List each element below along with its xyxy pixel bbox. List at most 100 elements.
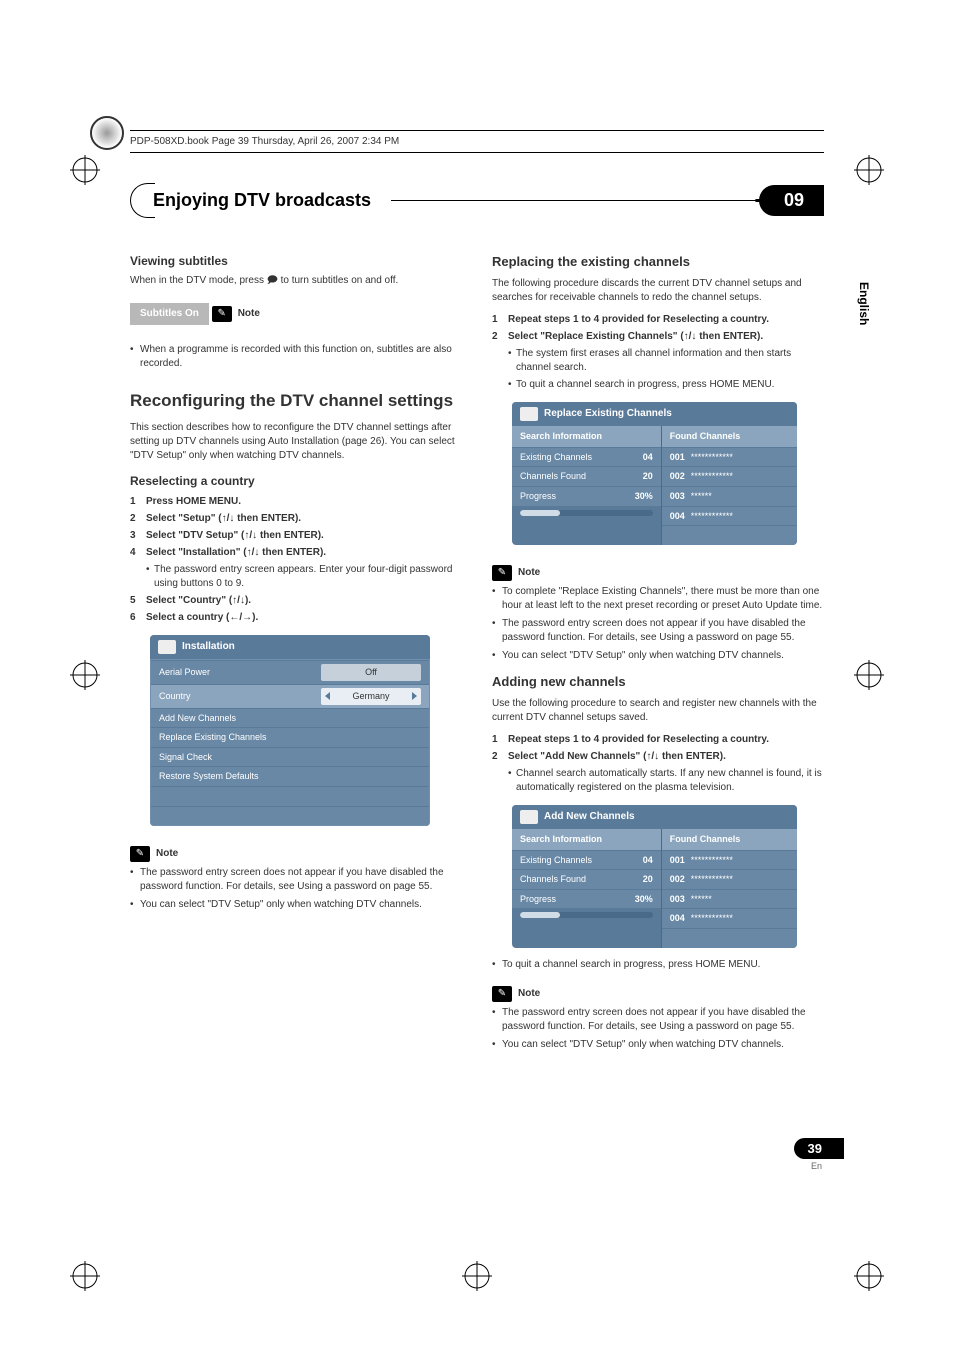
ch-num: 003: [670, 490, 685, 503]
scan-row-progress: Progress30%: [512, 889, 661, 909]
step-6: 6Select a country (←/→).: [130, 611, 462, 625]
step-r2a: The system first erases all channel info…: [492, 347, 824, 375]
chapter-bar: Enjoying DTV broadcasts 09: [130, 183, 824, 218]
ch-name: ******: [691, 490, 712, 503]
note-bullet: You can select "DTV Setup" only when wat…: [492, 1038, 824, 1052]
note-bullet: The password entry screen does not appea…: [492, 1006, 824, 1034]
ch-num: 002: [670, 873, 685, 886]
note-bullet: You can select "DTV Setup" only when wat…: [492, 649, 824, 663]
step-r2: 2Select "Replace Existing Channels" (↑/↓…: [492, 330, 824, 344]
channel-row-empty: [662, 928, 797, 948]
note-bullet: When a programme is recorded with this f…: [130, 343, 462, 371]
scan-row-found: Channels Found20: [512, 869, 661, 889]
header-meta: PDP-508XD.book Page 39 Thursday, April 2…: [130, 130, 824, 153]
step-4-sub: The password entry screen appears. Enter…: [130, 563, 462, 591]
note-label: Note: [156, 847, 178, 861]
channel-row-empty: [662, 525, 797, 545]
step-2: 2Select "Setup" (↑/↓ then ENTER).: [130, 512, 462, 526]
note-bullet: The password entry screen does not appea…: [492, 617, 824, 645]
note-icon: ✎: [130, 846, 150, 862]
note-block: ✎ Note: [130, 846, 178, 862]
note-bullet: To complete "Replace Existing Channels",…: [492, 585, 824, 613]
heading-reconfiguring: Reconfiguring the DTV channel settings: [130, 389, 462, 413]
scan-header-left: Search Information: [512, 829, 661, 850]
left-column: Viewing subtitles When in the DTV mode, …: [130, 253, 462, 1056]
scan-header-right: Found Channels: [662, 426, 797, 447]
tv-icon: [158, 640, 176, 654]
tv-icon: [520, 810, 538, 824]
channel-row: 003******: [662, 889, 797, 909]
channel-row: 004************: [662, 908, 797, 928]
step-4: 4Select "Installation" (↑/↓ then ENTER).: [130, 546, 462, 560]
scan-row-found: Channels Found20: [512, 466, 661, 486]
scan-val: 30%: [635, 893, 653, 906]
ch-num: 002: [670, 470, 685, 483]
step-text: Select "Add New Channels" (↑/↓ then ENTE…: [508, 751, 726, 762]
menu-row-empty: [151, 786, 429, 806]
scan-right: Found Channels 001************ 002 ******…: [661, 829, 797, 948]
scan-columns: Search Information Existing Channels04 C…: [512, 829, 797, 948]
menu-row-empty: [151, 806, 429, 826]
replace-channels-box: Replace Existing Channels Search Informa…: [512, 402, 797, 545]
step-3-text: Select "DTV Setup" (↑/↓ then ENTER).: [146, 530, 324, 541]
heading-replacing: Replacing the existing channels: [492, 253, 824, 271]
triangle-left-icon: [325, 692, 330, 700]
scan-val: 20: [643, 470, 653, 483]
chapter-line: [391, 200, 767, 201]
crop-mark-icon: [70, 1261, 100, 1291]
triangle-right-icon: [412, 692, 417, 700]
step-text: Repeat steps 1 to 4 provided for Reselec…: [508, 314, 769, 325]
ch-num: 004: [670, 912, 685, 925]
menu-label: Replace Existing Channels: [159, 731, 421, 744]
menu-row-replace: Replace Existing Channels: [151, 727, 429, 747]
step-4-text: Select "Installation" (↑/↓ then ENTER).: [146, 547, 326, 558]
menu-row-aerial: Aerial Power Off: [151, 660, 429, 684]
scan-key: Progress: [520, 490, 635, 503]
page: PDP-508XD.book Page 39 Thursday, April 2…: [0, 0, 954, 1116]
right-column: Replacing the existing channels The foll…: [492, 253, 824, 1056]
progress-bar: [520, 510, 653, 516]
channel-row: 003 ******: [662, 486, 797, 506]
crop-mark-icon: [70, 660, 100, 690]
channel-row: 001************: [662, 447, 797, 467]
ch-name: ******: [691, 893, 712, 906]
crop-mark-icon: [70, 155, 100, 185]
scan-header-left: Search Information: [512, 426, 661, 447]
add-channels-box: Add New Channels Search Information Exis…: [512, 805, 797, 948]
step-text: Repeat steps 1 to 4 provided for Reselec…: [508, 734, 769, 745]
step-text: Select "Replace Existing Channels" (↑/↓ …: [508, 331, 763, 342]
scan-header-right: Found Channels: [662, 829, 797, 850]
page-number: 39 En: [794, 1138, 844, 1171]
scan-val: 04: [643, 451, 653, 464]
menu-title: Installation: [182, 640, 235, 654]
channel-row: 001************: [662, 850, 797, 870]
step-6-text: Select a country (←/→).: [146, 612, 258, 623]
note-label: Note: [518, 566, 540, 580]
crop-mark-icon: [854, 1261, 884, 1291]
scan-key: Existing Channels: [520, 854, 643, 867]
box-header: Replace Existing Channels: [512, 402, 797, 426]
scan-val: 30%: [635, 490, 653, 503]
ch-name: ************: [691, 873, 733, 886]
progress-fill: [520, 912, 560, 918]
columns: Viewing subtitles When in the DTV mode, …: [130, 253, 824, 1056]
step-3: 3Select "DTV Setup" (↑/↓ then ENTER).: [130, 529, 462, 543]
scan-row-existing: Existing Channels04: [512, 850, 661, 870]
text-add-intro: Use the following procedure to search an…: [492, 697, 824, 725]
crop-mark-icon: [854, 155, 884, 185]
note-icon: ✎: [492, 986, 512, 1002]
step-1-text: Press HOME MENU.: [146, 496, 241, 507]
text-replace-intro: The following procedure discards the cur…: [492, 277, 824, 305]
ch-name: ************: [691, 854, 733, 867]
ch-num: 004: [670, 510, 685, 523]
box-title: Replace Existing Channels: [544, 407, 672, 421]
progress-bar: [520, 912, 653, 918]
chapter-hook: [130, 183, 155, 218]
step-1: 1Press HOME MENU.: [130, 495, 462, 509]
step-r1: 1Repeat steps 1 to 4 provided for Resele…: [492, 313, 824, 327]
menu-row-add: Add New Channels: [151, 708, 429, 728]
menu-label: Signal Check: [159, 751, 421, 764]
menu-label: Aerial Power: [159, 666, 321, 679]
tv-icon: [520, 407, 538, 421]
menu-row-restore: Restore System Defaults: [151, 766, 429, 786]
